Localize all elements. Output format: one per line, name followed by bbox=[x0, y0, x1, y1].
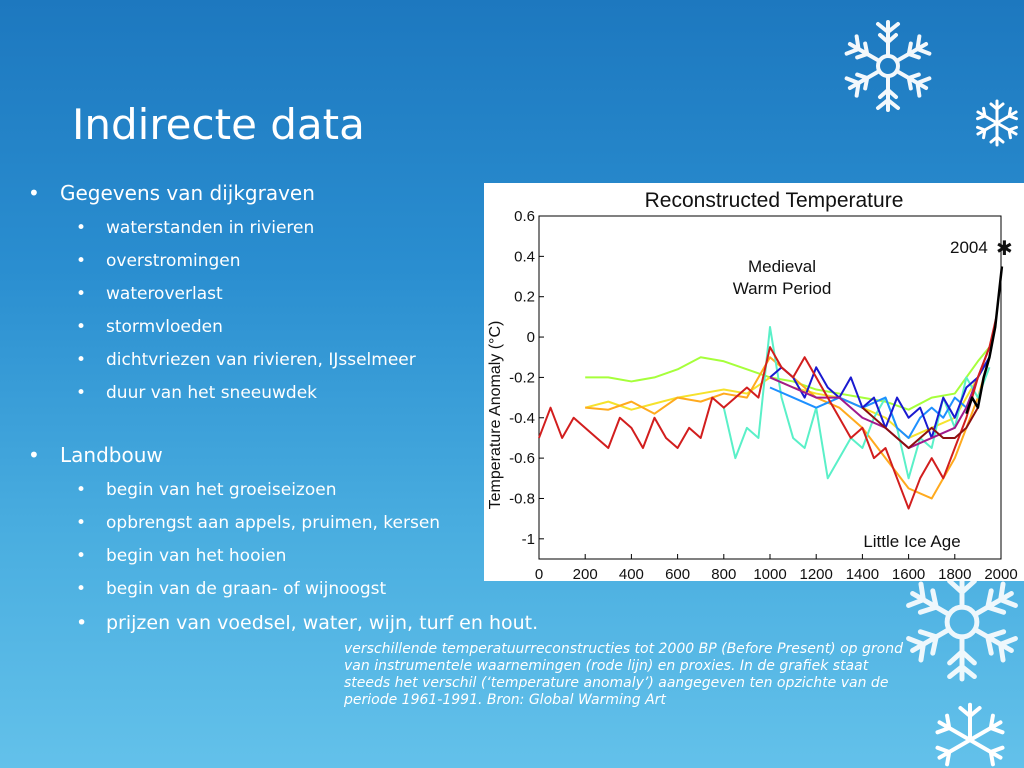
x-tick-label: 1200 bbox=[800, 566, 833, 581]
x-tick-label: 1800 bbox=[938, 566, 971, 581]
annotation-little-ice-age: Little Ice Age bbox=[863, 532, 960, 551]
bullet-icon: • bbox=[76, 612, 88, 634]
bullet-icon: • bbox=[76, 579, 87, 599]
x-tick-label: 1400 bbox=[846, 566, 879, 581]
bullet-icon: • bbox=[76, 284, 87, 304]
list-item-heading: • Landbouw bbox=[28, 443, 163, 467]
series-line bbox=[584, 356, 991, 439]
x-tick-label: 1000 bbox=[753, 566, 786, 581]
y-axis-label: Temperature Anomaly (°C) bbox=[487, 321, 504, 510]
snowflake-icon bbox=[842, 20, 934, 112]
list-item: • waterstanden in rivieren bbox=[76, 218, 315, 238]
annotation-medieval: Medieval bbox=[748, 257, 816, 276]
y-tick-label: 0.4 bbox=[514, 248, 535, 265]
chart-svg: Reconstructed Temperature Temperature An… bbox=[487, 189, 1018, 583]
x-tick-label: 0 bbox=[535, 566, 543, 581]
list-item-heading: • Gegevens van dijkgraven bbox=[28, 181, 315, 205]
bullet-icon: • bbox=[76, 513, 87, 533]
list-item: • overstromingen bbox=[76, 251, 241, 271]
bullet-icon: • bbox=[76, 383, 87, 403]
bullet-icon: • bbox=[76, 251, 87, 271]
snowflake-icon bbox=[973, 99, 1021, 147]
list-item: • begin van de graan- of wijnoogst bbox=[76, 579, 387, 599]
x-tick-label: 200 bbox=[573, 566, 598, 581]
bullet-icon: • bbox=[76, 317, 87, 337]
list-item: • prijzen van voedsel, water, wijn, turf … bbox=[76, 612, 539, 634]
y-tick-label: -1 bbox=[522, 531, 535, 548]
list-item: • duur van het sneeuwdek bbox=[76, 383, 318, 403]
figure-caption: verschillende temperatuurreconstructies … bbox=[344, 641, 903, 708]
bullet-icon: • bbox=[76, 218, 87, 238]
bullet-icon: • bbox=[28, 443, 40, 467]
chart-title: Reconstructed Temperature bbox=[645, 189, 904, 212]
slide-title: Indirecte data bbox=[72, 100, 365, 149]
series-line bbox=[769, 346, 991, 450]
series-line bbox=[769, 356, 991, 439]
list-item: • opbrengst aan appels, pruimen, kersen bbox=[76, 513, 441, 533]
y-tick-label: -0.6 bbox=[509, 450, 535, 467]
bullet-icon: • bbox=[76, 480, 87, 500]
y-tick-label: 0.6 bbox=[514, 208, 535, 225]
series-line bbox=[861, 406, 979, 450]
series-line bbox=[722, 325, 991, 480]
bullet-icon: • bbox=[28, 181, 40, 205]
x-tick-label: 1600 bbox=[892, 566, 925, 581]
y-tick-label: 0 bbox=[527, 329, 535, 346]
y-tick-label: -0.4 bbox=[509, 410, 535, 427]
y-tick-label: -0.2 bbox=[509, 369, 535, 386]
list-item: • begin van het groeiseizoen bbox=[76, 480, 337, 500]
bullet-icon: • bbox=[76, 546, 87, 566]
x-tick-label: 800 bbox=[711, 566, 736, 581]
asterisk-icon: ✱ bbox=[996, 238, 1013, 260]
list-item: • stormvloeden bbox=[76, 317, 223, 337]
list-item: • wateroverlast bbox=[76, 284, 223, 304]
series-line bbox=[965, 266, 1004, 415]
annotation-warm-period: Warm Period bbox=[733, 279, 832, 298]
annotation-2004: 2004 bbox=[950, 238, 988, 257]
bullet-icon: • bbox=[76, 350, 87, 370]
series-line bbox=[585, 346, 991, 411]
x-tick-label: 600 bbox=[665, 566, 690, 581]
list-item: • dichtvriezen van rivieren, IJsselmeer bbox=[76, 350, 416, 370]
list-item: • begin van het hooien bbox=[76, 546, 287, 566]
y-tick-label: 0.2 bbox=[514, 289, 535, 306]
y-tick-label: -0.8 bbox=[509, 490, 535, 507]
x-tick-label: 2000 bbox=[984, 566, 1017, 581]
temperature-chart: Reconstructed Temperature Temperature An… bbox=[484, 183, 1024, 583]
series-line bbox=[538, 316, 998, 510]
x-tick-label: 400 bbox=[619, 566, 644, 581]
snowflake-icon bbox=[932, 702, 1008, 768]
